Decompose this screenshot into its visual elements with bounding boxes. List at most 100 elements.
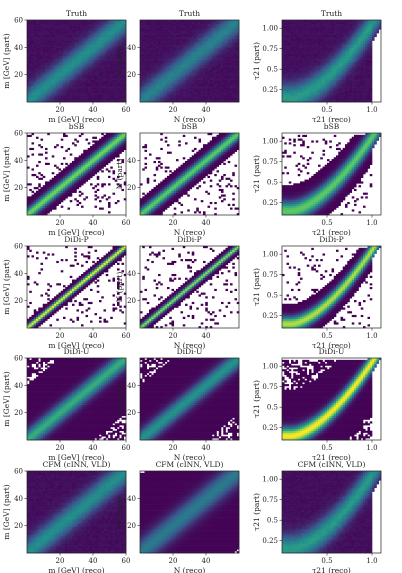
heatmap-cell [297,61,301,64]
heatmap-cell [40,27,44,30]
heatmap-cell [96,74,100,77]
heatmap-cell [176,74,179,77]
heatmap-cell [225,72,229,75]
heatmap-cell [33,36,37,39]
heatmap-cell [110,77,113,80]
heatmap-cell [56,59,59,62]
heatmap-cell [117,64,120,67]
heatmap-cell [117,57,120,60]
heatmap-cell [203,85,206,88]
heatmap-cell [198,25,202,28]
heatmap-cell [105,70,109,73]
heatmap-cell [42,96,46,99]
heatmap-cell [149,57,152,60]
heatmap-cell [327,38,330,41]
heatmap-cell [209,57,213,60]
heatmap-cell [216,85,220,88]
heatmap-cell [40,51,44,54]
heatmap-cell [185,94,188,97]
heatmap-cell [101,40,104,43]
heatmap-cell [74,66,77,69]
heatmap-cell [196,77,199,80]
heatmap-cell [45,49,48,52]
heatmap-cell [297,96,301,99]
heatmap-cell [67,23,71,26]
heatmap-cell [45,46,48,49]
heatmap-cell [200,42,204,45]
heatmap-cell [81,25,84,28]
heatmap-cell [31,47,35,51]
heatmap-cell [176,38,179,41]
heatmap-cell [191,40,195,43]
heatmap-cell [320,83,323,86]
heatmap-cell [214,21,217,25]
heatmap-cell [327,40,330,43]
heatmap-cell [72,90,75,93]
heatmap-cell [69,23,73,26]
heatmap-cell [171,77,175,80]
heatmap-cell [149,23,152,26]
heatmap-cell [284,61,287,64]
heatmap-cell [40,36,44,39]
heatmap-cell [327,27,330,30]
heatmap-cell [140,96,143,99]
heatmap-cell [67,40,71,43]
heatmap-cell [236,42,240,45]
heatmap-cell [51,79,55,82]
y-axis-label: m [GeV] (part) [2,33,11,88]
heatmap-cell [108,87,111,90]
heatmap-cell [304,88,308,92]
heatmap-cell [180,44,184,47]
heatmap-cell [29,51,32,54]
heatmap-cell [329,20,332,23]
heatmap-cell [92,77,95,80]
heatmap-cell [74,68,77,71]
heatmap-cell [194,90,197,93]
heatmap-cell [140,49,143,52]
heatmap-cell [288,62,292,66]
heatmap-cell [221,42,224,45]
heatmap-cell [318,40,321,43]
heatmap-cell [218,49,222,52]
heatmap-cell [185,81,188,84]
heatmap-cell [140,70,143,73]
heatmap-cell [313,38,317,41]
heatmap-cell [329,61,332,64]
heatmap-cell [331,38,335,41]
heatmap-cell [322,57,326,60]
heatmap-cell [105,62,109,66]
heatmap-cell [63,75,66,79]
heatmap-cell [85,87,89,90]
heatmap-cell [169,29,172,32]
heatmap-cell [329,79,332,82]
heatmap-cell [236,85,240,88]
heatmap-cell [324,40,328,43]
heatmap-cell [203,44,206,47]
heatmap-cell [121,46,125,49]
heatmap-cell [236,75,240,79]
heatmap-cell [33,42,37,45]
heatmap-cell [171,81,175,84]
heatmap-cell [81,74,84,77]
heatmap-cell [78,49,82,52]
heatmap-cell [160,59,163,62]
heatmap-cell [49,53,53,56]
heatmap-cell [121,62,125,66]
heatmap-cell [81,98,84,101]
heatmap-cell [309,98,312,101]
heatmap-cell [185,42,188,45]
heatmap-cell [230,94,233,97]
heatmap-cell [81,38,84,41]
heatmap-cell [58,100,62,103]
heatmap-cell [51,59,55,62]
heatmap-cell [85,25,89,28]
heatmap-cell [72,81,75,84]
heatmap-cell [119,20,122,23]
heatmap-cell [103,100,107,103]
heatmap-cell [112,70,116,73]
heatmap-cell [173,44,177,47]
heatmap-cell [212,40,215,43]
heatmap-cell [27,36,30,39]
heatmap-cell [33,61,37,64]
heatmap-cell [331,62,335,66]
